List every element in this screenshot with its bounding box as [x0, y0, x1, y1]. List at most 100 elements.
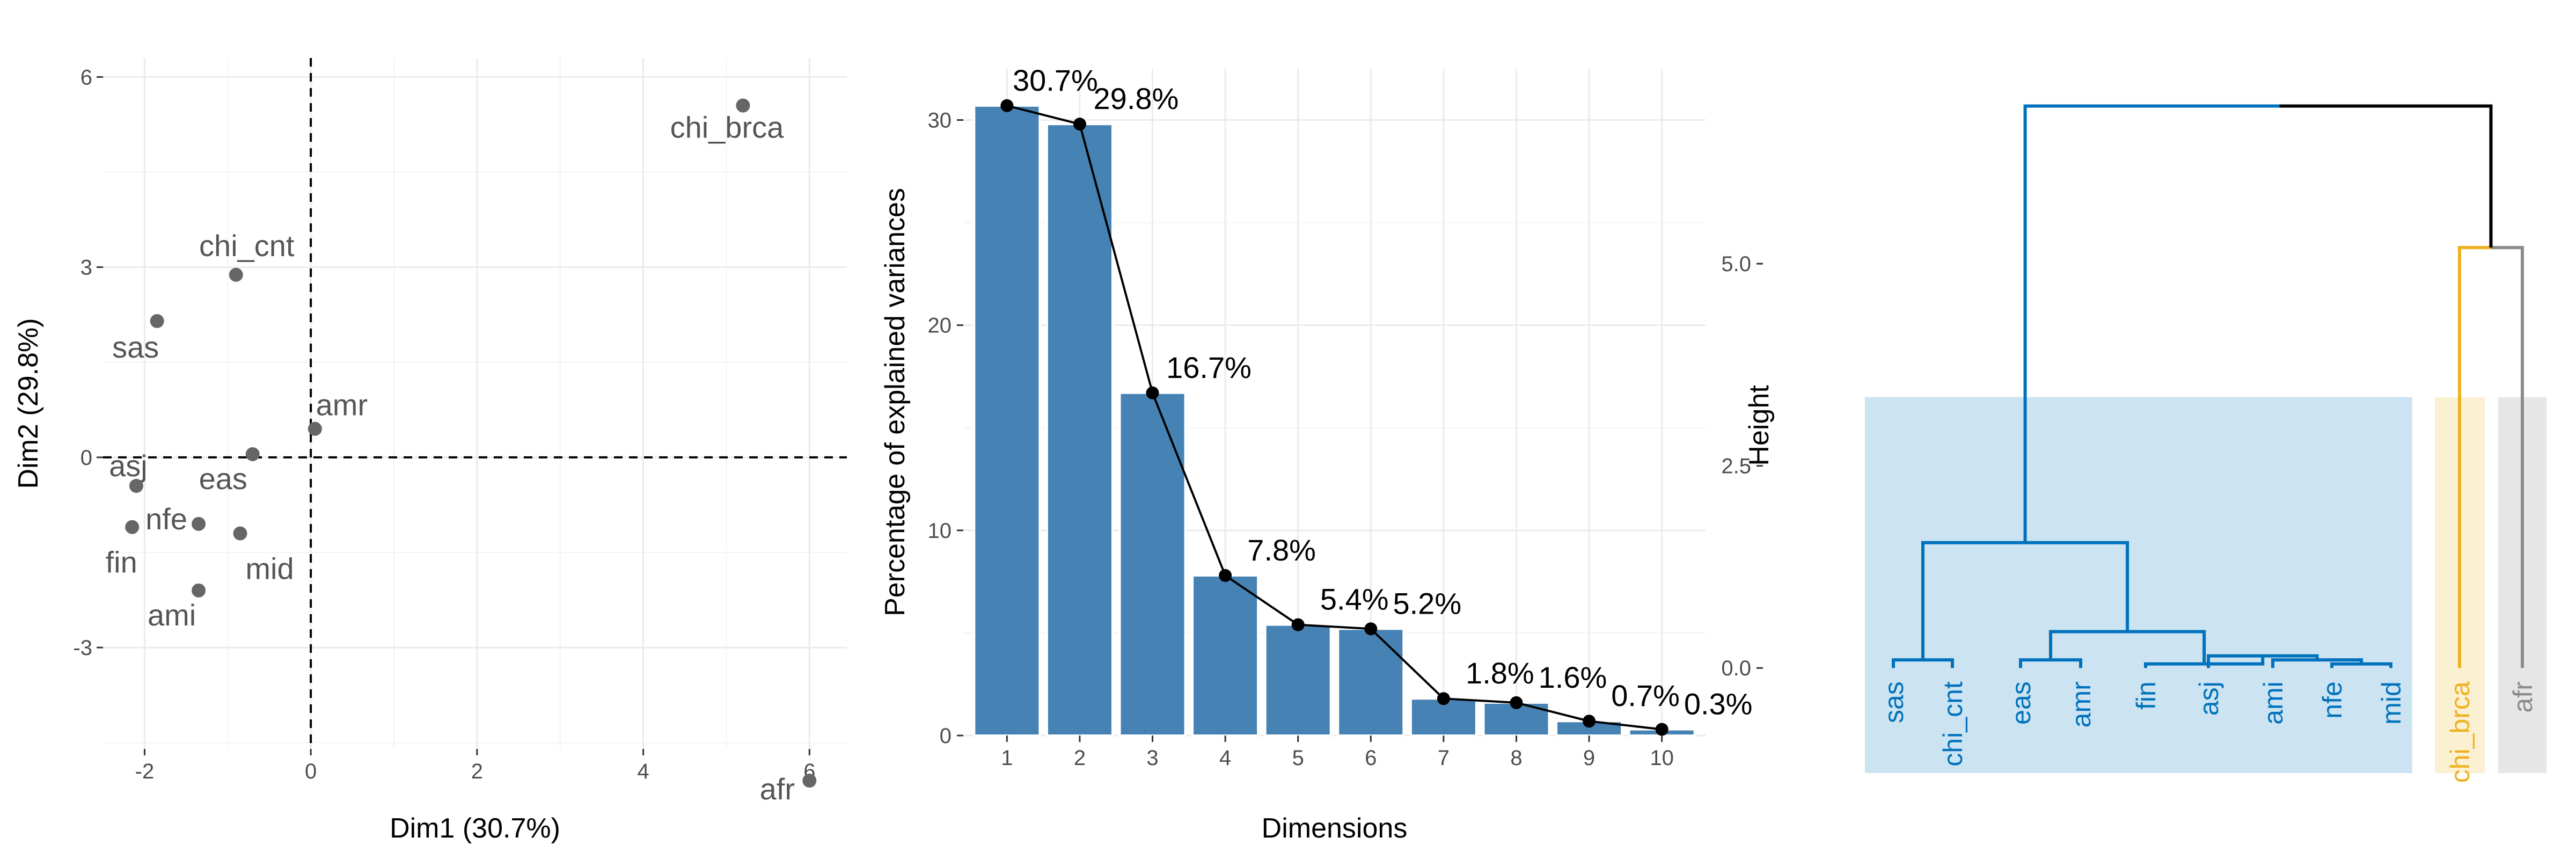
data-point	[308, 421, 322, 436]
data-point	[233, 526, 247, 541]
value-label: 7.8%	[1247, 533, 1316, 567]
x-tick-label: 10	[1650, 746, 1674, 770]
data-point	[125, 520, 140, 534]
y-tick-label: 0	[80, 446, 92, 470]
line-point	[1219, 569, 1232, 582]
leaf-label: eas	[2006, 681, 2036, 725]
leaf-label: sas	[1879, 681, 1909, 723]
value-label: 0.3%	[1684, 687, 1753, 721]
value-label: 1.6%	[1539, 660, 1607, 694]
y-axis-title: Dim2 (29.8%)	[13, 318, 44, 489]
x-tick-label: 2	[471, 760, 483, 783]
point-label: fin	[106, 545, 137, 579]
value-label: 29.8%	[1094, 82, 1179, 115]
data-point	[192, 583, 206, 598]
line-point	[1000, 99, 1014, 112]
y-axis-title: Height	[1744, 385, 1775, 466]
data-point	[229, 267, 243, 282]
cluster-box-1	[1865, 397, 2412, 773]
point-label: nfe	[145, 502, 187, 536]
y-tick-label: 0	[940, 724, 952, 748]
y-tick-label: 0.0	[1721, 657, 1751, 680]
leaf-label: asj	[2194, 681, 2224, 716]
value-label: 5.2%	[1393, 586, 1461, 620]
line-point	[1437, 692, 1450, 705]
y-tick-label: 6	[80, 65, 92, 89]
data-point	[150, 314, 164, 329]
bar-5	[1264, 623, 1332, 737]
merge-eas-amr	[2019, 658, 2082, 668]
point-label: eas	[199, 462, 247, 496]
data-point	[736, 98, 750, 113]
merge-sas-chi_cnt	[1892, 658, 1954, 668]
y-tick-label: 10	[928, 519, 952, 543]
bar-4	[1191, 574, 1260, 737]
value-label: 0.7%	[1611, 679, 1680, 712]
branch-afr	[2491, 246, 2524, 668]
x-tick-label: -2	[135, 760, 155, 783]
line-point	[1510, 696, 1523, 709]
y-tick-label: 2.5	[1721, 455, 1751, 478]
x-tick-label: 0	[305, 760, 317, 783]
leaf-label: chi_cnt	[1938, 681, 1968, 767]
bar-1	[973, 104, 1041, 737]
x-tick-label: 7	[1438, 746, 1450, 770]
y-tick-label: 5.0	[1721, 252, 1751, 276]
x-tick-label: 4	[637, 760, 649, 783]
leaf-label: amr	[2066, 681, 2096, 727]
line-point	[1146, 386, 1159, 399]
x-tick-label: 9	[1583, 746, 1595, 770]
leaf-label: fin	[2131, 681, 2161, 710]
x-tick-label: 1	[1001, 746, 1013, 770]
data-point	[245, 447, 260, 461]
x-tick-label: 3	[1146, 746, 1158, 770]
merge-fin	[2144, 656, 2265, 668]
y-tick-label: 3	[80, 256, 92, 280]
leaf-label: nfe	[2317, 681, 2347, 719]
x-axis-title: Dimensions	[1262, 813, 1408, 844]
point-label: mid	[245, 552, 294, 586]
point-label: sas	[112, 330, 159, 364]
point-label: chi_brca	[670, 111, 785, 144]
x-tick-label: 6	[1365, 746, 1377, 770]
bar-6	[1337, 628, 1405, 737]
x-tick-label: 2	[1074, 746, 1086, 770]
point-label: afr	[760, 772, 795, 806]
y-axis-title: Percentage of explained variances	[880, 188, 911, 616]
line-point	[1073, 118, 1086, 131]
dendrogram-panel: 0.0 2.5 5.0 Height sas chi_cnt eas amr fin asj ami…	[1721, 104, 2546, 783]
y-tick-label: 20	[928, 314, 952, 338]
bar-2	[1045, 123, 1114, 737]
point-label: asj	[109, 449, 148, 483]
merge-nfe-mid	[2330, 662, 2392, 668]
point-label: chi_cnt	[199, 229, 295, 263]
explained-variance-line	[1006, 104, 1662, 731]
y-tick-label: -3	[73, 636, 92, 660]
bar-3	[1118, 391, 1187, 737]
value-label: 1.8%	[1466, 656, 1534, 690]
branch-chi_brca	[2458, 246, 2491, 668]
line-point	[1583, 715, 1596, 728]
x-axis-title: Dim1 (30.7%)	[390, 813, 560, 844]
line-point	[1655, 723, 1668, 736]
value-label: 5.4%	[1320, 583, 1389, 616]
x-tick-label: 4	[1219, 746, 1231, 770]
value-label: 30.7%	[1013, 63, 1098, 97]
leaf-label: chi_brca	[2445, 681, 2475, 783]
leaf-label: mid	[2376, 681, 2406, 725]
x-tick-label: 5	[1292, 746, 1304, 770]
y-tick-label: 30	[928, 109, 952, 133]
data-point	[802, 774, 817, 788]
line-point	[1291, 618, 1305, 631]
merge-eas-group	[2049, 630, 2206, 664]
root-branch-right	[2279, 104, 2493, 248]
point-label: ami	[148, 598, 196, 632]
data-point	[129, 478, 143, 493]
merge-ami	[2271, 658, 2363, 668]
data-point	[192, 516, 206, 531]
root-branch-left	[2023, 104, 2280, 543]
point-label: amr	[316, 388, 368, 422]
